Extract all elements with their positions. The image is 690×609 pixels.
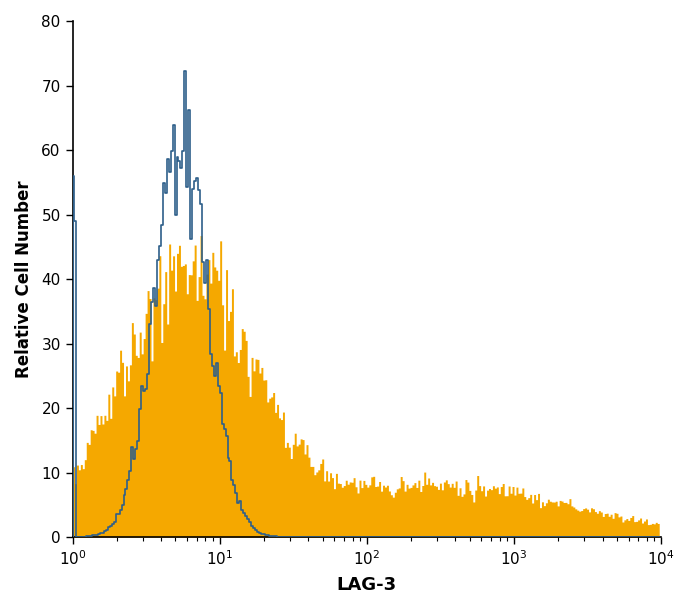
Y-axis label: Relative Cell Number: Relative Cell Number [15, 180, 33, 378]
X-axis label: LAG-3: LAG-3 [337, 576, 397, 594]
